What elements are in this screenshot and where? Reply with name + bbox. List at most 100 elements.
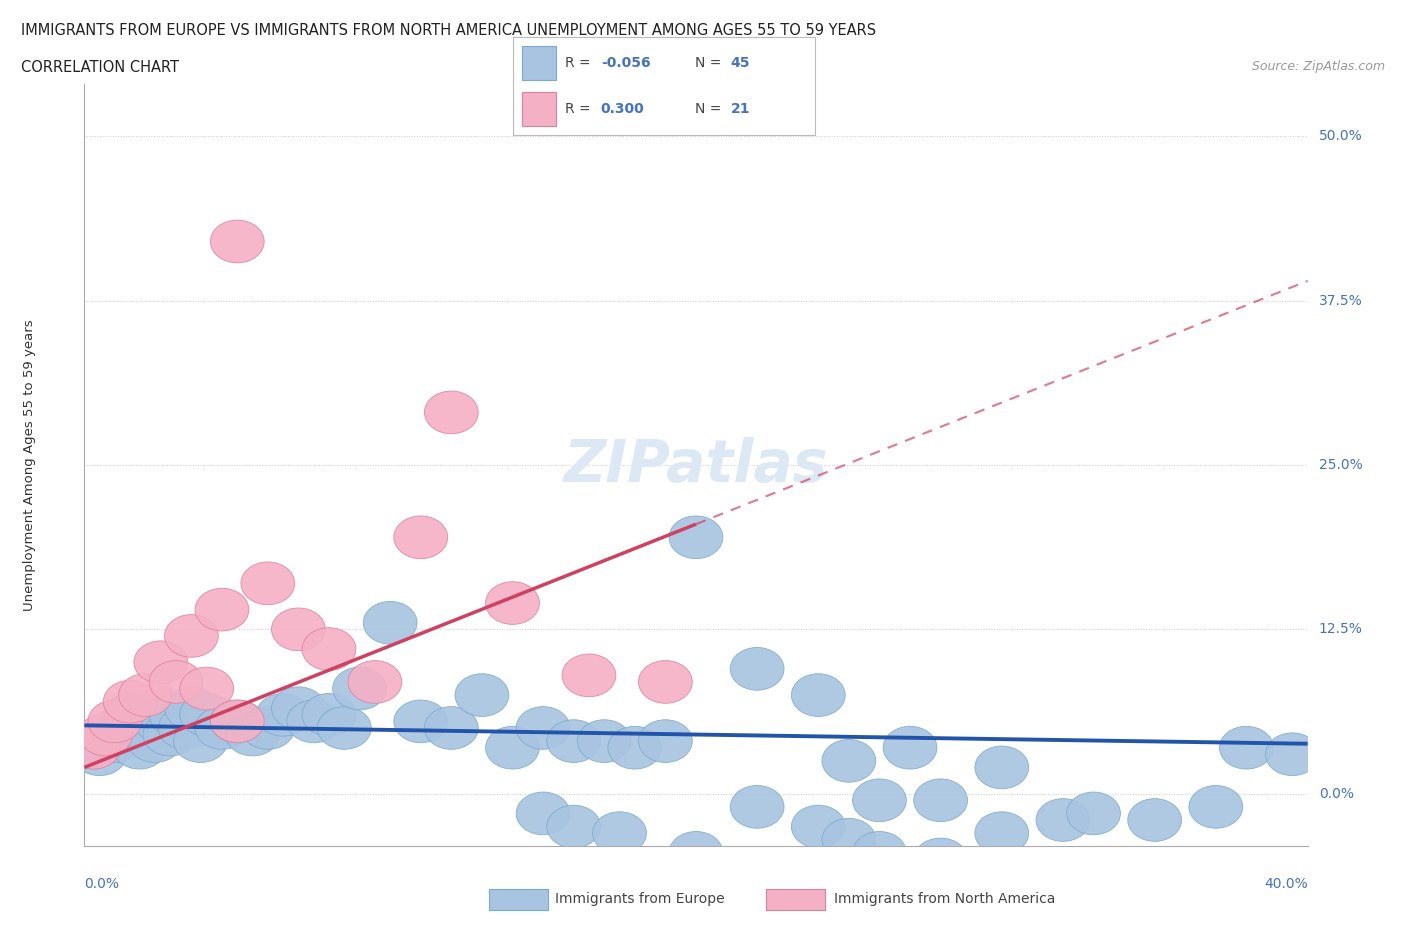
Ellipse shape [394, 700, 447, 743]
Ellipse shape [516, 707, 569, 750]
Ellipse shape [333, 667, 387, 710]
Text: IMMIGRANTS FROM EUROPE VS IMMIGRANTS FROM NORTH AMERICA UNEMPLOYMENT AMONG AGES : IMMIGRANTS FROM EUROPE VS IMMIGRANTS FRO… [21, 23, 876, 38]
Ellipse shape [302, 694, 356, 737]
Ellipse shape [128, 720, 181, 763]
Ellipse shape [174, 720, 228, 763]
Ellipse shape [1036, 799, 1090, 842]
Text: 37.5%: 37.5% [1319, 294, 1362, 308]
Ellipse shape [823, 818, 876, 861]
Ellipse shape [149, 660, 202, 703]
Ellipse shape [669, 516, 723, 559]
Ellipse shape [852, 779, 907, 821]
Ellipse shape [118, 707, 173, 750]
Text: 40.0%: 40.0% [1264, 877, 1308, 891]
Text: Immigrants from North America: Immigrants from North America [834, 892, 1054, 907]
Text: 12.5%: 12.5% [1319, 622, 1362, 636]
Ellipse shape [974, 812, 1029, 855]
Ellipse shape [730, 647, 785, 690]
Ellipse shape [211, 700, 264, 743]
Ellipse shape [394, 516, 447, 559]
Text: ZIPatlas: ZIPatlas [564, 436, 828, 494]
Ellipse shape [669, 831, 723, 874]
Text: 0.300: 0.300 [600, 102, 644, 116]
Ellipse shape [1189, 786, 1243, 829]
Ellipse shape [225, 713, 280, 756]
Text: 25.0%: 25.0% [1319, 458, 1362, 472]
Ellipse shape [974, 746, 1029, 789]
Ellipse shape [79, 713, 132, 756]
Ellipse shape [547, 805, 600, 848]
Ellipse shape [165, 687, 218, 730]
Text: -0.056: -0.056 [600, 56, 651, 70]
Ellipse shape [149, 694, 202, 737]
Ellipse shape [73, 733, 127, 776]
Ellipse shape [134, 641, 188, 684]
Ellipse shape [607, 726, 662, 769]
Ellipse shape [792, 805, 845, 848]
Ellipse shape [240, 562, 295, 605]
Ellipse shape [271, 687, 325, 730]
Ellipse shape [89, 700, 142, 743]
Text: 45: 45 [731, 56, 751, 70]
Ellipse shape [592, 812, 647, 855]
Ellipse shape [302, 628, 356, 671]
Text: 21: 21 [731, 102, 751, 116]
Text: R =: R = [565, 56, 595, 70]
Ellipse shape [1219, 726, 1274, 769]
Ellipse shape [66, 726, 121, 769]
Ellipse shape [363, 602, 418, 644]
Ellipse shape [89, 720, 142, 763]
Ellipse shape [134, 700, 188, 743]
Ellipse shape [578, 720, 631, 763]
Ellipse shape [94, 707, 148, 750]
Ellipse shape [638, 660, 692, 703]
Ellipse shape [165, 615, 218, 658]
Text: Unemployment Among Ages 55 to 59 years: Unemployment Among Ages 55 to 59 years [22, 319, 35, 611]
Text: 0.0%: 0.0% [1319, 787, 1354, 801]
Text: Immigrants from Europe: Immigrants from Europe [555, 892, 725, 907]
Ellipse shape [547, 720, 600, 763]
Ellipse shape [112, 726, 166, 769]
Ellipse shape [103, 681, 157, 723]
Ellipse shape [914, 838, 967, 881]
Ellipse shape [1128, 799, 1181, 842]
Ellipse shape [792, 673, 845, 716]
Bar [522, 46, 555, 80]
Ellipse shape [638, 720, 692, 763]
Ellipse shape [180, 694, 233, 737]
Text: 50.0%: 50.0% [1319, 129, 1362, 143]
Ellipse shape [516, 792, 569, 835]
Ellipse shape [883, 726, 936, 769]
Ellipse shape [1067, 792, 1121, 835]
Ellipse shape [211, 220, 264, 263]
Ellipse shape [195, 707, 249, 750]
Ellipse shape [456, 673, 509, 716]
Bar [522, 92, 555, 126]
Ellipse shape [287, 700, 340, 743]
Ellipse shape [1265, 733, 1319, 776]
Text: 0.0%: 0.0% [84, 877, 120, 891]
Ellipse shape [103, 694, 157, 737]
Ellipse shape [347, 660, 402, 703]
Text: Source: ZipAtlas.com: Source: ZipAtlas.com [1251, 60, 1385, 73]
Ellipse shape [914, 779, 967, 821]
Text: N =: N = [695, 56, 725, 70]
Ellipse shape [271, 608, 325, 651]
Ellipse shape [118, 673, 173, 716]
Ellipse shape [180, 667, 233, 710]
Ellipse shape [240, 707, 295, 750]
Text: N =: N = [695, 102, 725, 116]
Ellipse shape [159, 707, 212, 750]
Ellipse shape [562, 654, 616, 697]
Ellipse shape [195, 589, 249, 631]
Ellipse shape [852, 831, 907, 874]
Ellipse shape [730, 786, 785, 829]
Ellipse shape [425, 707, 478, 750]
Text: CORRELATION CHART: CORRELATION CHART [21, 60, 179, 75]
Ellipse shape [823, 739, 876, 782]
Ellipse shape [425, 391, 478, 433]
Ellipse shape [211, 700, 264, 743]
Ellipse shape [143, 713, 197, 756]
Ellipse shape [485, 726, 540, 769]
Ellipse shape [318, 707, 371, 750]
